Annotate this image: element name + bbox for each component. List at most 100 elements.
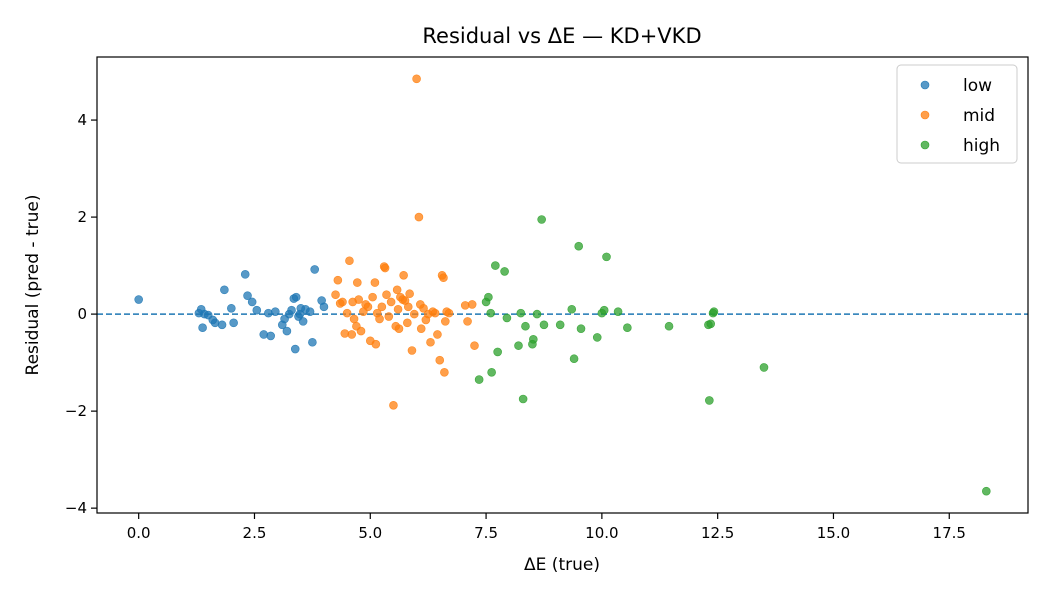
data-point-high	[576, 324, 586, 333]
data-point-high	[555, 320, 565, 330]
data-point-high	[487, 368, 496, 377]
data-point-mid	[389, 401, 398, 410]
legend-box	[896, 64, 1018, 164]
legend-label-high: high	[963, 136, 1000, 156]
data-point-mid	[368, 292, 377, 302]
data-point-high	[599, 305, 609, 315]
x-axis-label: ΔE (true)	[524, 555, 600, 575]
data-point-high	[502, 313, 512, 323]
data-point-mid	[405, 289, 414, 299]
data-point-mid	[435, 355, 445, 365]
data-point-high	[516, 308, 526, 318]
data-point-low	[305, 307, 315, 316]
data-point-mid	[416, 324, 426, 333]
data-point-mid	[354, 295, 363, 304]
data-point-high	[491, 261, 500, 270]
data-point-mid	[380, 263, 390, 273]
data-point-high	[569, 354, 579, 364]
data-point-low	[247, 297, 257, 307]
data-point-mid	[467, 300, 477, 309]
data-point-mid	[382, 290, 391, 300]
data-point-high	[521, 321, 530, 331]
plot-frame	[96, 56, 1029, 514]
data-point-low	[240, 270, 250, 279]
data-point-low	[266, 331, 275, 341]
legend-label-low: low	[963, 76, 992, 96]
data-point-low	[282, 326, 292, 336]
data-point-mid	[409, 309, 419, 319]
data-point-low	[264, 308, 273, 318]
data-point-low	[287, 305, 296, 315]
data-point-high	[664, 321, 674, 331]
data-point-mid	[347, 330, 357, 339]
data-point-low	[319, 302, 329, 312]
data-point-high	[567, 304, 577, 314]
x-tick-label: 0.0	[127, 524, 151, 542]
data-point-mid	[394, 324, 404, 333]
data-point-low	[291, 292, 301, 302]
y-tick-label: 4	[77, 111, 87, 129]
data-point-high	[592, 333, 602, 342]
data-point-low	[308, 337, 317, 347]
data-point-mid	[353, 278, 362, 287]
y-axis-label: Residual (pred - true)	[23, 195, 43, 376]
data-point-high	[537, 215, 546, 224]
data-point-mid	[375, 314, 384, 324]
y-tick-label: 2	[77, 208, 87, 226]
data-point-low	[310, 265, 319, 274]
data-point-high	[705, 396, 714, 405]
x-tick-label: 12.5	[701, 524, 734, 542]
y-tick-label: 0	[77, 305, 87, 323]
data-point-low	[227, 303, 236, 313]
x-tick-label: 15.0	[817, 524, 850, 542]
data-point-mid	[403, 318, 412, 328]
data-point-low	[243, 291, 252, 300]
data-point-mid	[463, 317, 472, 326]
x-tick-label: 17.5	[933, 524, 966, 542]
data-point-mid	[370, 278, 380, 287]
data-point-mid	[439, 273, 448, 283]
data-point-mid	[349, 314, 359, 324]
data-point-mid	[426, 337, 435, 347]
data-point-low	[217, 320, 227, 330]
data-point-high	[514, 341, 523, 350]
data-point-mid	[333, 275, 343, 285]
y-tick-label: −2	[65, 402, 87, 420]
data-point-low	[252, 305, 262, 315]
data-point-high	[706, 319, 716, 329]
data-point-low	[298, 317, 308, 326]
data-point-high	[532, 309, 542, 319]
x-tick-label: 10.0	[585, 524, 618, 542]
data-point-mid	[363, 302, 373, 312]
data-point-mid	[430, 308, 440, 318]
data-point-high	[574, 241, 584, 251]
x-axis: 0.0 2.5 5.0 7.5 10.0 12.5 15.0 17.5	[127, 513, 966, 542]
data-point-mid	[403, 302, 413, 312]
data-point-mid	[384, 312, 394, 321]
data-point-high	[982, 486, 991, 496]
data-point-low	[134, 295, 143, 304]
data-point-high	[493, 347, 502, 357]
data-point-mid	[393, 304, 403, 314]
data-point-low	[290, 344, 300, 354]
data-point-high	[500, 267, 509, 276]
y-tick-label: −4	[65, 499, 87, 517]
x-tick-label: 5.0	[358, 524, 382, 542]
data-point-mid	[345, 256, 354, 266]
legend-marker-mid	[920, 110, 930, 120]
data-point-mid	[338, 297, 347, 307]
data-point-high	[602, 252, 611, 262]
data-point-mid	[412, 74, 421, 84]
legend: low mid high	[896, 64, 1018, 164]
data-point-high	[474, 375, 484, 384]
legend-marker-high	[920, 140, 930, 150]
data-point-low	[198, 323, 207, 332]
data-point-mid	[440, 368, 449, 377]
data-point-high	[529, 335, 538, 344]
data-point-low	[259, 330, 269, 339]
data-point-high	[518, 394, 528, 404]
legend-marker-low	[920, 80, 930, 90]
